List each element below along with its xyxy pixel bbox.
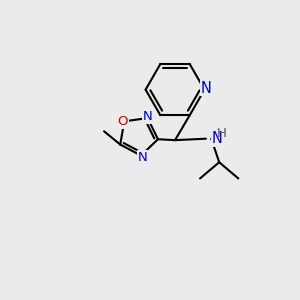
Text: N: N	[138, 151, 147, 164]
Text: O: O	[118, 115, 128, 128]
Text: H: H	[217, 127, 227, 140]
Text: N: N	[200, 81, 211, 96]
Text: N: N	[211, 131, 222, 146]
Text: N: N	[143, 110, 152, 123]
